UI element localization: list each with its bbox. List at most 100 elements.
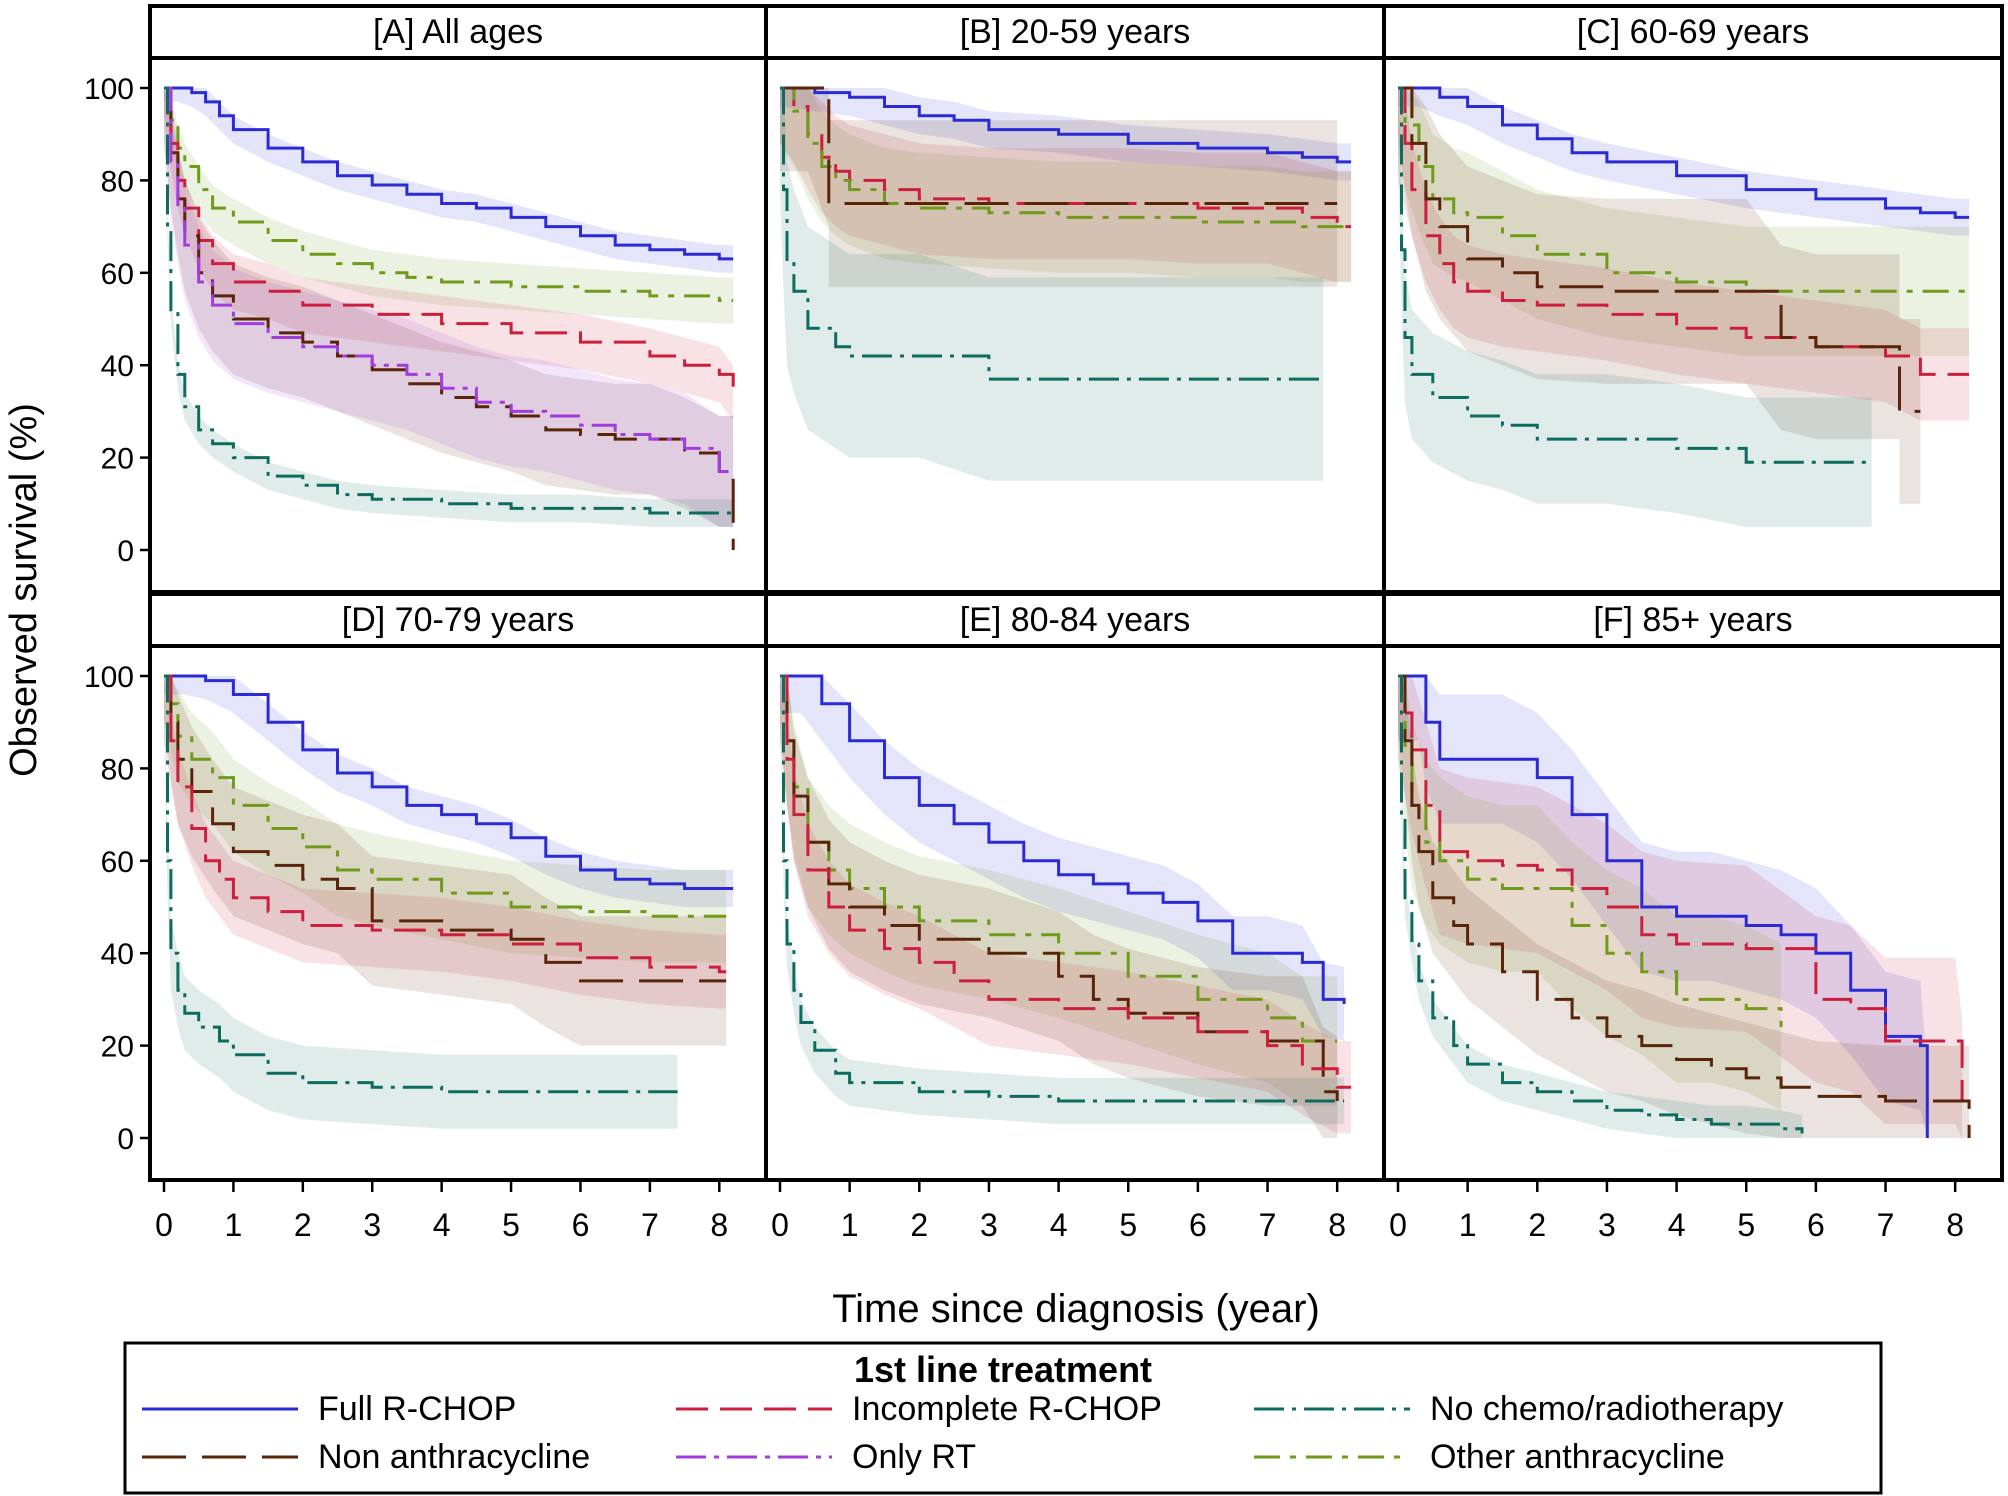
series-group (1398, 674, 1971, 1138)
x-tick-label: 6 (572, 1207, 590, 1243)
panel-D: [D] 70-79 years 0 20 40 60 80 100 0 1 2 3 4 5 6 7 8 (84, 592, 768, 1243)
x-tick-label: 3 (363, 1207, 381, 1243)
line-non_anthracycline (1398, 86, 1921, 413)
legend-item-no_chemo: No chemo/radiotherapy (1254, 1390, 1783, 1428)
legend-item-full_rchop: Full R-CHOP (142, 1390, 516, 1428)
x-tick-label: 8 (1946, 1207, 1964, 1243)
series-group (780, 86, 1352, 481)
band-non_anthracycline (1398, 676, 1970, 1138)
line-no_chemo (780, 674, 1345, 1103)
band-other_anthracycline (780, 88, 1352, 282)
x-tick-label: 0 (1389, 1207, 1407, 1243)
legend-label: Full R-CHOP (318, 1390, 516, 1428)
line-full_rchop (1398, 674, 1929, 1138)
x-tick-label: 6 (1807, 1207, 1825, 1243)
band-non_anthracycline (1398, 88, 1921, 504)
x-tick-label: 4 (433, 1207, 451, 1243)
panel-title: [F] 85+ years (1593, 601, 1792, 639)
line-full_rchop (780, 674, 1346, 1004)
band-other_anthracycline (164, 676, 727, 963)
panel-C: [C] 60-69 years (1382, 4, 2004, 594)
panel-F: [F] 85+ years 0 1 2 3 4 5 6 7 8 (1382, 592, 2004, 1243)
x-tick-label: 5 (502, 1207, 520, 1243)
band-incomplete_rchop (1398, 676, 1963, 1138)
legend-label: Non anthracycline (318, 1438, 590, 1476)
legend-item-other_anthracycline: Other anthracycline (1254, 1438, 1725, 1476)
panel-title: [C] 60-69 years (1577, 13, 1809, 51)
y-axis-label: Observed survival (%) (3, 403, 45, 777)
y-tick-label: 100 (84, 661, 134, 694)
band-no_chemo (780, 676, 1345, 1125)
band-incomplete_rchop (1398, 88, 1970, 421)
line-no_chemo (1398, 674, 1804, 1134)
line-full_rchop (1398, 86, 1970, 219)
line-incomplete_rchop (164, 86, 735, 393)
line-full_rchop (780, 86, 1352, 164)
y-tick-label: 80 (101, 753, 134, 786)
band-incomplete_rchop (780, 676, 1352, 1134)
x-tick-label: 2 (910, 1207, 928, 1243)
line-other_anthracycline (780, 674, 1338, 1043)
y-tick-label: 0 (117, 535, 134, 568)
x-tick-label: 5 (1737, 1207, 1755, 1243)
line-incomplete_rchop (1398, 674, 1964, 1101)
series-group (164, 86, 735, 550)
legend-label: No chemo/radiotherapy (1430, 1390, 1783, 1428)
panel-title: [A] All ages (373, 13, 543, 51)
band-non_anthracycline (164, 88, 734, 550)
line-incomplete_rchop (164, 674, 727, 974)
series-group (1398, 86, 1970, 527)
line-incomplete_rchop (780, 86, 1352, 229)
x-tick-label: 5 (1119, 1207, 1137, 1243)
line-no_chemo (164, 674, 678, 1094)
panel-frame (1382, 644, 2004, 1182)
line-no_chemo (1398, 86, 1872, 464)
band-full_rchop (780, 676, 1345, 1041)
y-tick-label: 80 (101, 165, 134, 198)
line-only_rt (164, 86, 734, 473)
panel-E: [E] 80-84 years 0 1 2 3 4 5 6 7 8 (764, 592, 1386, 1243)
panel-title: [D] 70-79 years (342, 601, 574, 639)
x-tick-label: 1 (1459, 1207, 1477, 1243)
panel-title: [E] 80-84 years (960, 601, 1191, 639)
line-full_rchop (164, 674, 734, 890)
band-incomplete_rchop (164, 88, 734, 421)
x-tick-label: 4 (1668, 1207, 1686, 1243)
band-no_chemo (1398, 88, 1872, 527)
line-other_anthracycline (164, 86, 734, 302)
band-non_anthracycline (164, 676, 727, 1046)
panel-B: [B] 20-59 years (764, 4, 1386, 594)
band-incomplete_rchop (164, 676, 727, 1009)
band-non_anthracycline (780, 88, 1338, 287)
band-no_chemo (780, 88, 1324, 481)
y-tick-label: 60 (101, 258, 134, 291)
band-other_anthracycline (1398, 676, 1782, 1111)
y-tick-label: 40 (101, 938, 134, 971)
panel-header (148, 592, 768, 648)
x-tick-label: 7 (1877, 1207, 1895, 1243)
x-tick-label: 7 (1259, 1207, 1277, 1243)
y-tick-label: 100 (84, 73, 134, 106)
line-other_anthracycline (164, 674, 727, 918)
x-tick-label: 3 (980, 1207, 998, 1243)
line-non_anthracycline (164, 86, 735, 550)
legend-frame (123, 1341, 1883, 1495)
x-axis-label: Time since diagnosis (year) (832, 1287, 1320, 1331)
band-other_anthracycline (164, 88, 734, 324)
band-only_rt (164, 88, 734, 527)
band-incomplete_rchop (780, 88, 1352, 282)
panel-title: [B] 20-59 years (960, 13, 1191, 51)
x-tick-label: 2 (1528, 1207, 1546, 1243)
x-tick-label: 3 (1598, 1207, 1616, 1243)
series-group (780, 674, 1352, 1138)
x-tick-label: 2 (294, 1207, 312, 1243)
line-no_chemo (164, 86, 734, 515)
line-other_anthracycline (1398, 674, 1783, 1028)
line-full_rchop (164, 86, 734, 261)
line-no_chemo (780, 86, 1324, 381)
y-tick-label: 0 (117, 1123, 134, 1156)
line-incomplete_rchop (780, 674, 1352, 1089)
line-non_anthracycline (164, 674, 727, 983)
series-group (164, 674, 734, 1129)
x-tick-label: 1 (841, 1207, 859, 1243)
